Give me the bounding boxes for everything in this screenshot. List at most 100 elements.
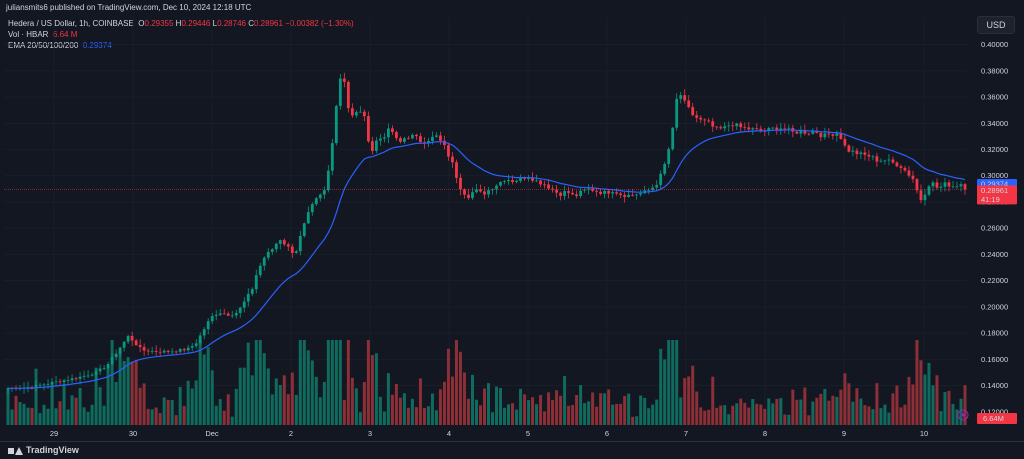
volume-bar <box>739 398 743 425</box>
volume-bar <box>835 396 839 425</box>
volume-bar <box>446 348 450 425</box>
volume-bar <box>290 372 294 425</box>
tradingview-logo[interactable]: TradingView <box>8 445 79 455</box>
volume-bar <box>547 392 551 425</box>
candle-body <box>855 150 859 155</box>
volume-bar <box>206 347 210 425</box>
volume-bar <box>503 407 507 425</box>
candle-body <box>935 182 939 188</box>
volume-bar <box>495 386 499 425</box>
candle-body <box>310 204 314 213</box>
candle-body <box>475 189 478 193</box>
volume-bar <box>146 408 150 425</box>
volume-value-badge <box>977 413 1017 424</box>
volume-bar <box>262 353 266 425</box>
volume-bar <box>579 385 583 425</box>
candle-body <box>595 190 599 192</box>
volume-bar <box>426 406 430 425</box>
candle-body <box>675 98 679 128</box>
volume-bar <box>871 409 875 425</box>
volume-bar <box>779 398 783 425</box>
candle-body <box>238 307 242 313</box>
volume-bar <box>454 340 458 425</box>
high-label: H <box>175 19 182 28</box>
volume-bar <box>286 394 290 425</box>
candle-body <box>431 136 434 142</box>
candle-body <box>711 121 715 127</box>
volume-bar <box>422 407 426 425</box>
candle-body <box>691 107 695 116</box>
candle-body <box>847 145 851 152</box>
volume-bar <box>591 392 595 425</box>
candle-body <box>266 251 270 258</box>
candle-body <box>567 191 570 193</box>
candle-body <box>270 249 274 252</box>
candle-body <box>771 127 775 129</box>
volume-bar <box>627 393 631 425</box>
candle-body <box>623 195 627 197</box>
candle-body <box>230 315 234 317</box>
ema-legend[interactable]: EMA 20/50/100/200 0.29374 <box>8 41 112 50</box>
volume-legend[interactable]: Vol · HBAR 6.64 M <box>8 30 77 39</box>
volume-bar <box>803 387 807 425</box>
volume-bar <box>66 409 70 425</box>
candle-body <box>90 374 94 376</box>
volume-bar <box>242 367 246 425</box>
candle-body <box>727 125 731 127</box>
volume-bar <box>278 384 282 425</box>
candle-body <box>815 131 819 133</box>
volume-bar <box>382 411 386 425</box>
candle-body <box>795 131 799 134</box>
volume-bar <box>330 340 334 425</box>
candle-body <box>919 190 923 201</box>
lightning-icon[interactable] <box>957 409 969 421</box>
volume-bar <box>595 406 599 425</box>
candle-body <box>346 81 350 109</box>
price-tick-label: 0.20000 <box>981 302 1008 311</box>
candle-body <box>58 381 62 383</box>
volume-bar <box>282 375 286 425</box>
price-chart[interactable]: 0.40000 0.38000 0.36000 0.34000 0.32000 0.300… <box>0 0 1024 441</box>
candle-body <box>378 138 382 141</box>
candle-body <box>318 194 322 199</box>
volume-bar <box>915 340 919 425</box>
candle-body <box>495 185 498 190</box>
volume-bar <box>474 399 478 425</box>
candle-body <box>627 194 631 197</box>
change-value: −0.00382 (−1.30%) <box>285 19 354 28</box>
time-tick-label: Dec <box>205 429 219 438</box>
volume-bar <box>679 397 683 425</box>
volume-bar <box>607 389 611 425</box>
candle-body <box>583 189 587 191</box>
volume-bar <box>807 415 811 425</box>
volume-bar <box>22 403 26 425</box>
volume-bar <box>723 405 727 425</box>
volume-bar <box>927 362 931 425</box>
symbol-legend[interactable]: Hedera / US Dollar, 1h, COINBASE O0.2935… <box>8 19 354 28</box>
candle-body <box>819 132 823 138</box>
candle-body <box>274 243 278 250</box>
volume-bar <box>563 375 567 425</box>
candle-body <box>206 321 210 330</box>
candle-body <box>571 192 574 195</box>
volume-bar <box>827 400 831 425</box>
volume-bar <box>575 394 579 425</box>
candle-body <box>707 120 711 122</box>
volume-bar <box>959 398 963 425</box>
candle-body <box>6 388 10 390</box>
candle-body <box>242 301 246 308</box>
volume-bar <box>507 404 511 425</box>
candle-body <box>719 127 723 129</box>
candle-body <box>86 375 90 377</box>
currency-button[interactable]: USD <box>977 16 1015 34</box>
volume-bar <box>70 395 74 425</box>
low-label: L <box>212 19 218 28</box>
open-value: 0.29355 <box>144 19 174 28</box>
volume-bar <box>963 385 967 425</box>
volume-bar <box>763 408 767 425</box>
candle-body <box>835 133 839 136</box>
candle-body <box>202 329 206 336</box>
candle-body <box>639 193 643 195</box>
candle-body <box>362 111 366 117</box>
candle-body <box>102 367 106 369</box>
